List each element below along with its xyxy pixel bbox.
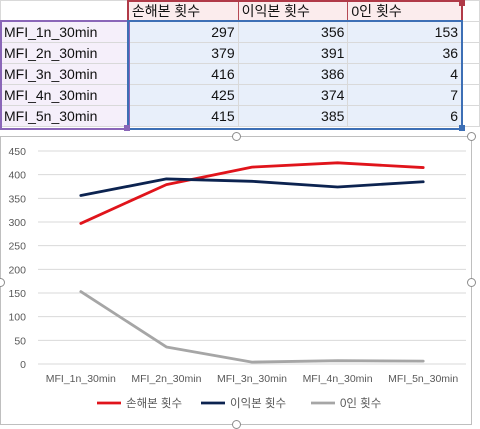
empty-cell[interactable] <box>461 42 480 64</box>
value-cell[interactable]: 6 <box>347 105 463 127</box>
value-cell[interactable]: 7 <box>347 84 463 106</box>
chart-resize-handle[interactable] <box>232 132 241 141</box>
y-tick-label: 350 <box>8 193 26 205</box>
y-axis: 0 50 100 150 200 250 300 350 400 450 <box>8 146 26 371</box>
value-cell[interactable]: 386 <box>237 63 349 85</box>
legend-label: 0인 횟수 <box>340 397 381 410</box>
row-label[interactable]: MFI_5n_30min <box>0 105 129 127</box>
empty-cell[interactable] <box>461 105 480 127</box>
spreadsheet-grid: 손해본 횟수 이익본 횟수 0인 횟수 MFI_1n_30min 297 356… <box>0 0 480 134</box>
chart-resize-handle[interactable] <box>232 420 241 429</box>
chart-canvas: 0 50 100 150 200 250 300 350 400 450 MFI_1n_30min… <box>8 146 466 410</box>
gridlines <box>38 150 466 365</box>
value-cell[interactable]: 153 <box>347 21 463 43</box>
value-cell[interactable]: 356 <box>237 21 349 43</box>
column-header[interactable]: 0인 횟수 <box>347 0 463 22</box>
row-label[interactable]: MFI_4n_30min <box>0 84 129 106</box>
empty-cell[interactable] <box>461 21 480 43</box>
y-tick-label: 250 <box>8 241 26 253</box>
x-tick-label: MFI_5n_30min <box>388 373 458 385</box>
y-tick-label: 300 <box>8 217 26 229</box>
x-tick-label: MFI_4n_30min <box>303 373 373 385</box>
x-axis: MFI_1n_30min MFI_2n_30min MFI_3n_30min MFI_… <box>46 373 459 385</box>
y-tick-label: 450 <box>8 146 26 158</box>
range-resize-handle[interactable] <box>459 0 465 6</box>
series-lines <box>79 161 425 364</box>
range-resize-handle[interactable] <box>124 125 130 131</box>
table-row: MFI_5n_30min 415 385 6 <box>0 105 480 127</box>
table-row: MFI_3n_30min 416 386 4 <box>0 63 480 85</box>
series-line[interactable] <box>79 161 425 225</box>
empty-cell[interactable] <box>461 0 480 22</box>
value-cell[interactable]: 391 <box>237 42 349 64</box>
column-header[interactable]: 손해본 횟수 <box>127 0 239 22</box>
table-header-row: 손해본 횟수 이익본 횟수 0인 횟수 <box>0 0 480 22</box>
table-row: MFI_4n_30min 425 374 7 <box>0 84 480 106</box>
chart-resize-handle[interactable] <box>467 132 476 141</box>
series-line[interactable] <box>79 290 425 364</box>
y-tick-label: 0 <box>20 359 26 371</box>
legend[interactable]: 손해본 횟수 이익본 횟수 0인 횟수 <box>97 397 381 410</box>
legend-label: 손해본 횟수 <box>126 397 182 410</box>
value-cell[interactable]: 379 <box>127 42 239 64</box>
empty-cell[interactable] <box>461 63 480 85</box>
y-tick-label: 50 <box>14 335 26 347</box>
row-label[interactable]: MFI_3n_30min <box>0 63 129 85</box>
corner-cell[interactable] <box>0 0 129 22</box>
row-label[interactable]: MFI_1n_30min <box>0 21 129 43</box>
x-tick-label: MFI_1n_30min <box>46 373 116 385</box>
x-tick-label: MFI_3n_30min <box>217 373 287 385</box>
table-row: MFI_1n_30min 297 356 153 <box>0 21 480 43</box>
table-row: MFI_2n_30min 379 391 36 <box>0 42 480 64</box>
column-header[interactable]: 이익본 횟수 <box>237 0 349 22</box>
y-tick-label: 200 <box>8 264 26 276</box>
x-tick-label: MFI_2n_30min <box>131 373 201 385</box>
value-cell[interactable]: 4 <box>347 63 463 85</box>
value-cell[interactable]: 385 <box>237 105 349 127</box>
data-table: 손해본 횟수 이익본 횟수 0인 횟수 MFI_1n_30min 297 356… <box>0 0 480 127</box>
row-label[interactable]: MFI_2n_30min <box>0 42 129 64</box>
value-cell[interactable]: 415 <box>127 105 239 127</box>
value-cell[interactable]: 36 <box>347 42 463 64</box>
y-tick-label: 150 <box>8 288 26 300</box>
value-cell[interactable]: 425 <box>127 84 239 106</box>
value-cell[interactable]: 416 <box>127 63 239 85</box>
series-line[interactable] <box>79 177 425 197</box>
empty-cell[interactable] <box>461 84 480 106</box>
chart-resize-handle[interactable] <box>467 278 476 287</box>
y-tick-label: 400 <box>8 170 26 182</box>
chart-resize-handle[interactable] <box>0 278 5 287</box>
value-cell[interactable]: 374 <box>237 84 349 106</box>
line-chart[interactable]: 0 50 100 150 200 250 300 350 400 450 MFI_1n_30min… <box>0 136 472 425</box>
value-cell[interactable]: 297 <box>127 21 239 43</box>
range-resize-handle[interactable] <box>459 125 465 131</box>
legend-label: 이익본 횟수 <box>230 397 286 410</box>
y-tick-label: 100 <box>8 312 26 324</box>
